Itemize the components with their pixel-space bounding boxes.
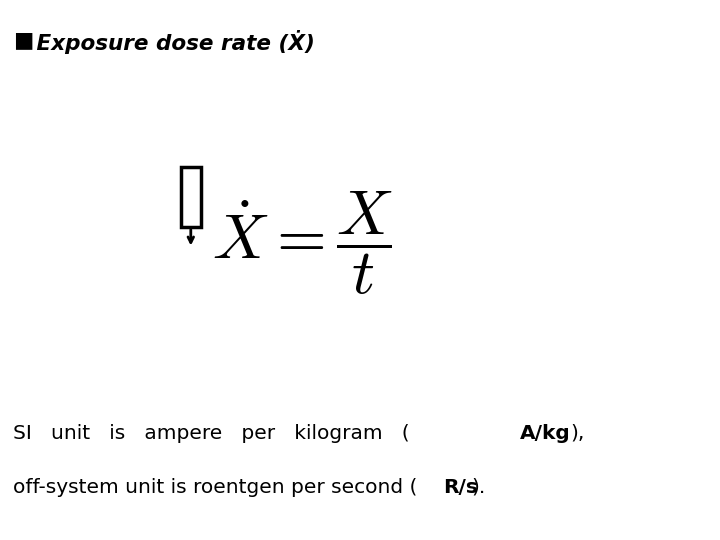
Text: ■: ■ [13,30,33,50]
Text: off-system unit is roentgen per second (: off-system unit is roentgen per second ( [13,478,418,497]
FancyBboxPatch shape [181,167,201,227]
Text: ).: ). [472,478,486,497]
Text: $\dot{X} = \dfrac{X}{t}$: $\dot{X} = \dfrac{X}{t}$ [212,189,393,297]
Text: Exposure dose rate (Ẋ): Exposure dose rate (Ẋ) [29,30,315,53]
Text: ),: ), [570,424,585,443]
Text: SI   unit   is   ampere   per   kilogram   (: SI unit is ampere per kilogram ( [13,424,410,443]
Text: A/kg: A/kg [520,424,570,443]
Text: R/s: R/s [443,478,477,497]
